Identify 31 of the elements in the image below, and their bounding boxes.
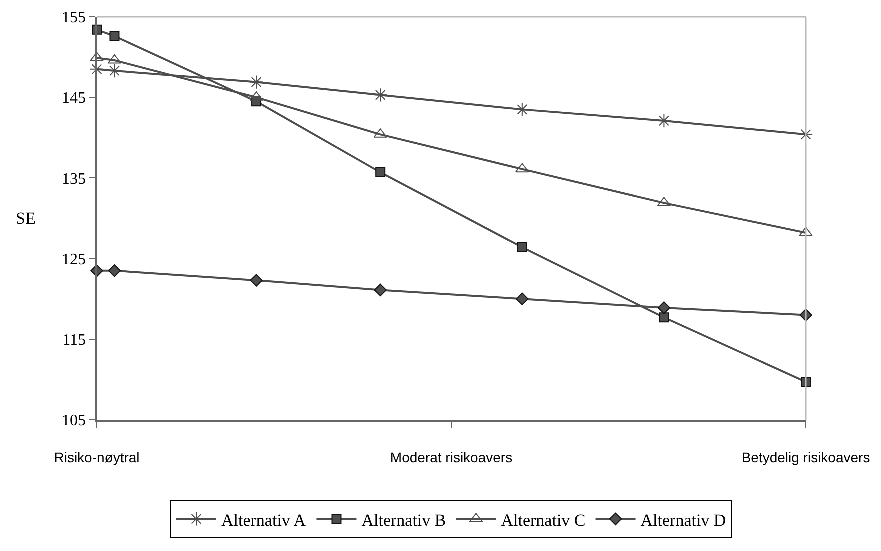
y-tick-label: 145 [62, 90, 86, 108]
y-tick-label: 155 [62, 10, 86, 27]
point [249, 75, 264, 90]
point [515, 102, 530, 117]
x-tick-label: Betydelig risikoavers [742, 450, 870, 466]
y-tick-label: 135 [62, 170, 86, 188]
point [108, 264, 122, 278]
y-tick-label: 125 [62, 251, 86, 268]
x-tick-label: Moderat risikoavers [390, 450, 513, 466]
point [659, 312, 670, 323]
point [90, 62, 104, 76]
legend-label: Alternativ C [501, 510, 586, 530]
legend-label: Alternativ A [222, 510, 307, 530]
point [374, 88, 388, 102]
point [658, 302, 671, 314]
y-tick-label: 115 [62, 332, 86, 349]
point [110, 31, 120, 42]
point [516, 163, 530, 173]
legend-label: Alternativ D [640, 510, 726, 530]
point [517, 242, 528, 253]
point [657, 114, 672, 128]
point [108, 64, 122, 78]
point [374, 284, 387, 297]
y-axis-title: SE [16, 209, 36, 228]
legend-label: Alternativ B [362, 510, 446, 530]
point [516, 292, 529, 306]
point [376, 168, 386, 178]
y-tick-label: 105 [62, 412, 86, 430]
point [250, 274, 263, 287]
point [798, 128, 814, 142]
x-tick-label: Risiko-nøytral [54, 450, 140, 466]
